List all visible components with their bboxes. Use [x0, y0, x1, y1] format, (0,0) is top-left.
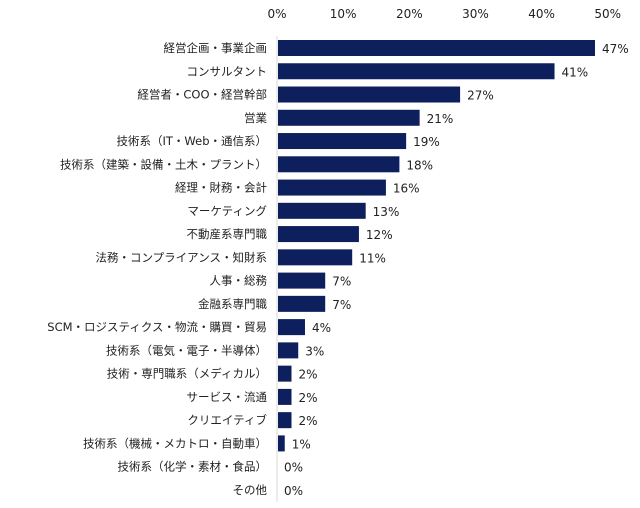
category-label: 法務・コンプライアンス・知財系	[96, 250, 267, 264]
value-label: 7%	[332, 298, 351, 312]
value-label: 41%	[562, 65, 589, 79]
value-label: 19%	[413, 135, 440, 149]
bar-row: その他 0%	[233, 483, 304, 498]
category-label: 技術・専門職系（メディカル）	[107, 367, 267, 381]
value-label: 21%	[427, 112, 454, 126]
x-tick-label: 30%	[462, 7, 489, 21]
category-label: 経営企画・事業企画	[164, 41, 268, 55]
category-label: サービス・流通	[187, 390, 268, 404]
bar	[278, 365, 292, 382]
value-label: 13%	[373, 205, 400, 219]
category-label: その他	[233, 483, 268, 497]
value-label: 18%	[406, 158, 433, 172]
bar-row: 法務・コンプライアンス・知財系 11%	[96, 249, 386, 266]
bar-row: 技術系（建築・設備・土木・プラント） 18%	[60, 156, 433, 173]
category-label: 技術系（電気・電子・半導体）	[106, 343, 267, 357]
category-label: 人事・総務	[210, 274, 268, 288]
value-label: 47%	[602, 42, 629, 56]
bar	[278, 295, 326, 312]
bar	[278, 63, 555, 80]
bar-row: コンサルタント 41%	[187, 63, 589, 80]
value-label: 2%	[298, 414, 317, 428]
bar	[278, 133, 407, 150]
value-label: 2%	[298, 368, 317, 382]
bar	[278, 86, 461, 103]
bar	[278, 412, 292, 429]
category-label: 技術系（機械・メカトロ・自動車）	[83, 436, 267, 450]
bar-row: 技術・専門職系（メディカル） 2%	[107, 365, 318, 382]
value-label: 1%	[292, 437, 311, 451]
x-tick-label: 10%	[330, 7, 357, 21]
value-label: 12%	[366, 228, 393, 242]
category-label: 技術系（建築・設備・土木・プラント）	[60, 157, 267, 171]
bar	[278, 249, 353, 266]
bar-row: 経理・財務・会計 16%	[175, 179, 420, 196]
value-label: 2%	[298, 391, 317, 405]
value-label: 7%	[332, 275, 351, 289]
bar-row: 技術系（機械・メカトロ・自動車） 1%	[83, 435, 311, 452]
value-label: 4%	[312, 321, 331, 335]
bar	[278, 202, 366, 219]
bar-row: 営業 21%	[244, 109, 454, 126]
category-label: 経理・財務・会計	[175, 181, 267, 195]
bar-row: 技術系（化学・素材・食品） 0%	[118, 460, 304, 475]
category-label: 技術系（IT・Web・通信系）	[117, 134, 268, 148]
bar	[278, 109, 420, 126]
bar	[278, 40, 595, 56]
bar	[278, 179, 386, 196]
bar	[278, 342, 299, 359]
bar-row: SCM・ロジスティクス・物流・購買・貿易 4%	[47, 319, 331, 336]
bar-row: クリエイティブ 2%	[187, 412, 318, 429]
category-label: 金融系専門職	[198, 297, 267, 311]
bar-row: マーケティング 13%	[187, 202, 400, 219]
category-label: 技術系（化学・素材・食品）	[118, 460, 268, 474]
bar-row: 経営者・COO・経営幹部 27%	[137, 86, 494, 103]
bar-row: 金融系専門職 7%	[198, 295, 351, 312]
category-label: 不動産系専門職	[187, 227, 268, 241]
value-label: 11%	[359, 251, 386, 265]
x-tick-label: 40%	[528, 7, 555, 21]
bar-row: 技術系（IT・Web・通信系） 19%	[117, 133, 440, 150]
bar-row: サービス・流通 2%	[187, 388, 318, 405]
category-label: 営業	[244, 111, 267, 125]
bar	[278, 319, 305, 336]
x-tick-label: 20%	[396, 7, 423, 21]
bar	[278, 388, 292, 405]
bar	[278, 272, 326, 289]
value-label: 16%	[393, 182, 420, 196]
bar	[278, 226, 359, 243]
value-label: 0%	[284, 461, 303, 475]
category-label: クリエイティブ	[187, 413, 267, 427]
category-label: SCM・ロジスティクス・物流・購買・貿易	[47, 320, 267, 334]
value-label: 0%	[284, 484, 303, 498]
x-tick-label: 0%	[267, 7, 286, 21]
bar	[278, 156, 400, 173]
bar	[278, 435, 285, 452]
bar-row: 人事・総務 7%	[210, 272, 351, 289]
bar-row: 技術系（電気・電子・半導体） 3%	[106, 342, 324, 359]
category-label: 経営者・COO・経営幹部	[137, 88, 267, 102]
value-label: 3%	[305, 344, 324, 358]
category-label: マーケティング	[187, 204, 267, 218]
bar-row: 経営企画・事業企画 47%	[164, 40, 629, 56]
category-label: コンサルタント	[187, 64, 268, 78]
value-label: 27%	[467, 89, 494, 103]
x-tick-label: 50%	[594, 7, 621, 21]
bar-row: 不動産系専門職 12%	[187, 226, 393, 243]
